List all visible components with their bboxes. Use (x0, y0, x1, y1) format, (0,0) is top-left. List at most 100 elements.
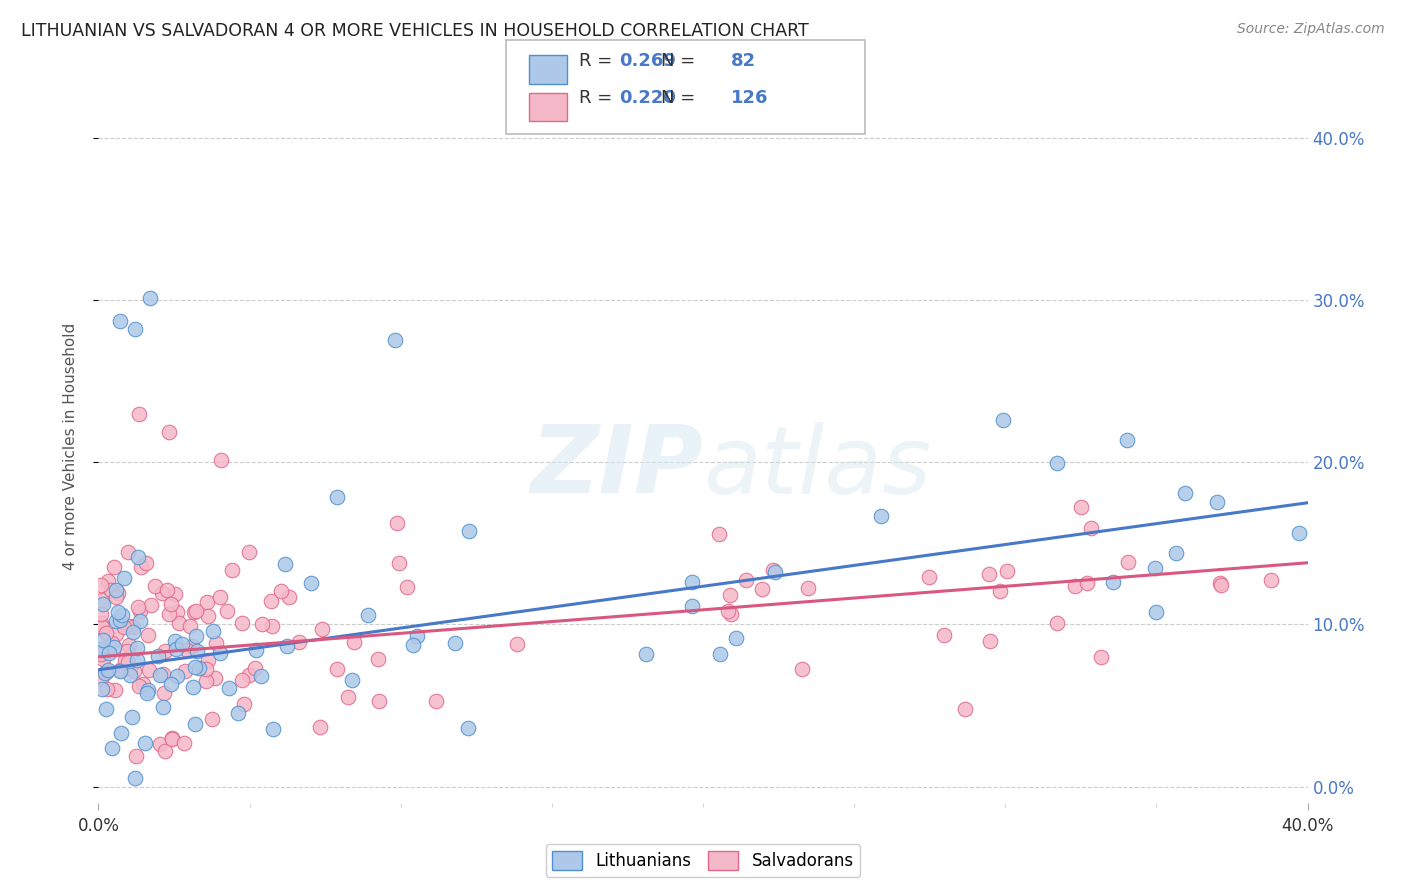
Point (139, 598, 162, 612)
Point (681, 599, 703, 614)
Point (148, 649, 170, 664)
Point (136, 628, 159, 642)
Point (91, 652, 114, 666)
Point (388, 556, 411, 570)
Point (1288, 525, 1310, 540)
Point (108, 664, 131, 678)
Point (1064, 579, 1087, 593)
Point (107, 605, 129, 619)
Point (105, 614, 128, 628)
Point (96, 664, 118, 678)
Point (136, 683, 159, 698)
Point (181, 639, 204, 653)
Point (717, 605, 740, 619)
Point (1076, 575, 1098, 590)
Point (368, 694, 391, 708)
Point (176, 643, 198, 657)
Point (90, 672, 112, 686)
Point (270, 583, 292, 598)
Point (1070, 500, 1092, 514)
Point (184, 629, 207, 643)
Point (160, 731, 183, 745)
Point (174, 665, 197, 679)
Point (127, 550, 149, 565)
Point (457, 721, 479, 735)
Point (155, 744, 177, 758)
Point (166, 605, 188, 619)
Point (505, 637, 527, 651)
Point (111, 607, 134, 622)
Point (125, 748, 148, 763)
Point (125, 640, 148, 655)
Point (187, 661, 209, 675)
Point (250, 669, 273, 683)
Point (149, 667, 172, 681)
Point (195, 595, 218, 609)
Point (979, 567, 1001, 582)
Point (215, 604, 238, 618)
Point (121, 710, 143, 724)
Point (796, 581, 818, 595)
Point (129, 560, 152, 574)
Point (1116, 433, 1139, 447)
Point (118, 660, 141, 674)
Point (96, 682, 118, 697)
Point (218, 681, 240, 696)
Text: LITHUANIAN VS SALVADORAN 4 OR MORE VEHICLES IN HOUSEHOLD CORRELATION CHART: LITHUANIAN VS SALVADORAN 4 OR MORE VEHIC… (21, 22, 808, 40)
Point (90, 616, 112, 631)
Point (1080, 521, 1102, 535)
Point (104, 590, 127, 604)
Point (90, 607, 112, 622)
Y-axis label: 4 or more Vehicles in Household: 4 or more Vehicles in Household (63, 322, 77, 570)
Point (762, 563, 785, 577)
Point (238, 545, 260, 559)
Point (709, 647, 731, 661)
Point (122, 664, 145, 678)
Point (129, 615, 152, 629)
Point (157, 425, 180, 440)
Point (179, 618, 201, 632)
Point (159, 597, 181, 611)
Point (245, 642, 267, 657)
Point (325, 490, 347, 504)
Text: N =: N = (661, 52, 700, 70)
Point (93, 632, 115, 647)
Point (94, 626, 117, 640)
Point (104, 683, 127, 698)
Point (122, 620, 145, 634)
Point (1144, 561, 1167, 575)
Point (90, 647, 112, 661)
Point (226, 706, 249, 721)
Point (110, 726, 132, 740)
Point (90, 578, 112, 592)
Point (209, 646, 232, 660)
Point (932, 628, 955, 642)
Point (208, 590, 231, 604)
Point (995, 564, 1018, 578)
Point (91, 681, 114, 696)
Point (101, 636, 124, 650)
Point (751, 582, 773, 596)
Point (128, 407, 150, 421)
Point (204, 671, 226, 685)
Point (153, 644, 176, 658)
Text: R =: R = (579, 52, 619, 70)
Point (195, 663, 218, 677)
Point (1174, 486, 1197, 500)
Point (725, 631, 748, 645)
Point (1260, 574, 1282, 588)
Point (128, 679, 150, 693)
Point (197, 653, 219, 667)
Point (299, 576, 322, 591)
Point (184, 717, 207, 731)
Point (166, 669, 188, 683)
Point (367, 652, 389, 666)
Point (718, 588, 741, 602)
Point (205, 636, 228, 650)
Point (277, 590, 299, 604)
Point (107, 586, 129, 600)
Point (1164, 546, 1187, 560)
Point (105, 627, 128, 641)
Point (157, 607, 180, 621)
Point (105, 583, 128, 598)
